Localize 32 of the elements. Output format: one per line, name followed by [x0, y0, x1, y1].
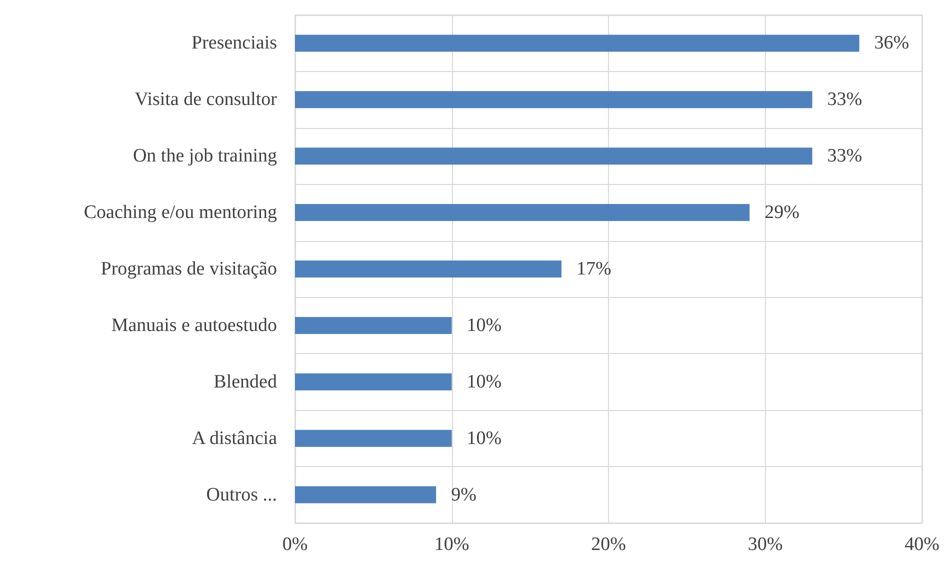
bar [295, 260, 562, 278]
y-tick-label: On the job training [132, 146, 278, 167]
data-label: 33% [827, 146, 862, 167]
x-tick-label: 30% [748, 534, 783, 555]
bar [295, 373, 452, 390]
y-tick-label: Coaching e/ou mentoring [84, 202, 278, 224]
bar [295, 91, 812, 108]
bar [295, 148, 812, 165]
y-tick-label: Manuais e autoestudo [111, 314, 277, 336]
x-tick-label: 0% [282, 534, 308, 555]
data-label: 29% [764, 202, 800, 224]
y-tick-label: A distância [192, 428, 278, 449]
data-label: 9% [451, 484, 477, 506]
bar [295, 34, 860, 52]
y-tick-label: Outros ... [206, 484, 277, 506]
x-tick-label: 40% [904, 534, 940, 555]
data-label: 10% [466, 314, 502, 336]
y-tick-label: Presenciais [192, 32, 277, 54]
data-label: 36% [874, 32, 910, 54]
bar [295, 204, 750, 222]
y-tick-label: Programas de visitação [100, 258, 277, 280]
data-label: 10% [466, 371, 502, 392]
y-tick-label: Blended [214, 371, 278, 392]
data-label: 10% [466, 428, 502, 449]
x-tick-label: 10% [434, 534, 470, 555]
data-label: 33% [827, 89, 862, 110]
bar [295, 430, 452, 447]
data-label: 17% [576, 258, 612, 280]
bar [295, 486, 436, 504]
bar [295, 316, 452, 334]
x-tick-label: 20% [591, 534, 626, 555]
y-tick-label: Visita de consultor [134, 89, 278, 110]
